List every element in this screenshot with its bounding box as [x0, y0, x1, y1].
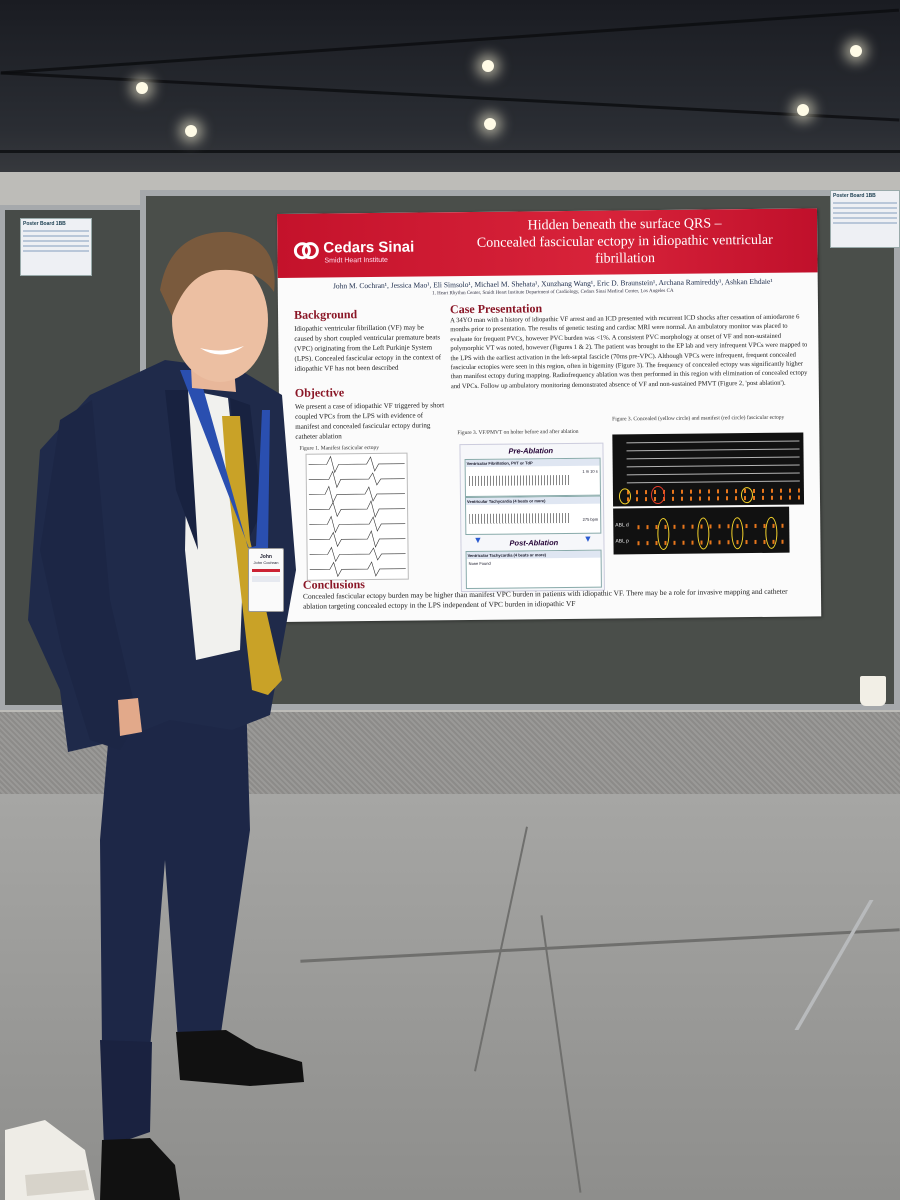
ceiling-light	[482, 60, 494, 72]
conclusions-text: Concealed fascicular ectopy burden may b…	[302, 586, 788, 611]
figure-3-egm-bottom: ABL d ABL p	[613, 506, 790, 555]
figure-3-egm-top	[612, 432, 805, 507]
paper-cup	[860, 676, 886, 706]
logo-name: Cedars Sinai	[323, 238, 415, 257]
post-ablation-label: Post-Ablation	[509, 538, 559, 548]
arrow-down-icon: ▼	[583, 533, 593, 544]
board-number-card: Poster Board 1BB	[830, 190, 900, 248]
case-presentation-text: A 34YO man with a history of idiopathic …	[450, 313, 808, 391]
arrow-down-icon: ▼	[473, 534, 483, 545]
ceiling-light	[797, 104, 809, 116]
ceiling	[0, 0, 900, 185]
crumpled-paper-bag	[5, 1120, 95, 1200]
figure-3-caption: Figure 3. Concealed (yellow circle) and …	[612, 414, 785, 423]
ceiling-light	[850, 45, 862, 57]
conference-badge: John John Cochran	[248, 548, 284, 612]
cedars-sinai-logo-icon	[293, 242, 319, 260]
logo-subtitle: Smidt Heart Institute	[324, 256, 388, 265]
ceiling-light	[136, 82, 148, 94]
figure-2-caption: Figure 3. VF/PMVT on holter before and a…	[457, 428, 579, 437]
poster-title: Hidden beneath the surface QRS – Conceal…	[476, 216, 773, 267]
ceiling-light	[484, 118, 496, 130]
board-number-card: Poster Board 1BB	[20, 218, 92, 276]
figure-2-holter: Pre-Ablation Ventricular Fibrillation, P…	[459, 442, 605, 593]
holter-panel: Ventricular Fibrillation, PVT or TdP 1 m…	[464, 457, 601, 498]
holter-panel: Ventricular Tachycardia (4 beats or more…	[464, 495, 602, 536]
holter-panel: Ventricular Tachycardia (4 beats or more…	[465, 549, 602, 590]
research-poster: Cedars Sinai Smidt Heart Institute Hidde…	[277, 208, 822, 622]
ceiling-light	[185, 125, 197, 137]
pre-ablation-label: Pre-Ablation	[508, 446, 554, 456]
presenter-person	[28, 231, 304, 1200]
figure-1-ecg	[305, 452, 409, 581]
